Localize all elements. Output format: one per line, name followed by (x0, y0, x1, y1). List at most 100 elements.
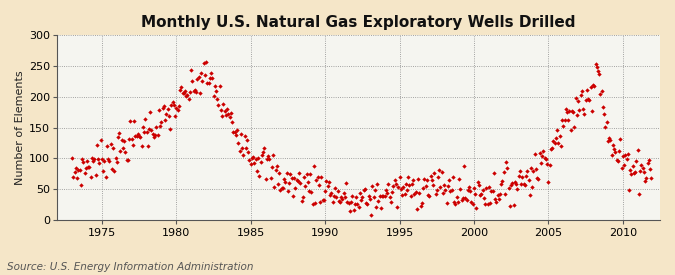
Point (311, 177, 322, 182)
Point (135, 134, 146, 139)
Point (564, 109, 575, 113)
Point (159, 104, 169, 108)
Point (504, 185, 514, 190)
Point (554, 133, 565, 138)
Point (572, 113, 583, 117)
Point (573, 99, 584, 103)
Point (280, 180, 291, 184)
Point (347, 194, 358, 198)
Point (450, 202, 461, 207)
Point (123, 158, 134, 162)
Point (489, 197, 500, 201)
Point (436, 169, 447, 174)
Point (222, 107, 233, 111)
Point (603, 139, 614, 143)
Point (625, 168, 636, 172)
Point (553, 141, 564, 146)
Point (398, 185, 408, 189)
Point (609, 147, 620, 152)
Point (467, 202, 478, 207)
Point (495, 192, 506, 196)
Point (415, 204, 426, 209)
Point (267, 165, 277, 169)
Point (461, 197, 472, 202)
Point (443, 178, 454, 183)
Point (178, 91, 189, 95)
Point (524, 192, 535, 197)
Point (323, 180, 334, 185)
Point (336, 194, 347, 199)
Point (246, 156, 257, 160)
Point (203, 81, 214, 85)
Point (99, 158, 110, 163)
Point (298, 175, 309, 180)
Point (591, 65, 602, 70)
Point (84, 164, 95, 169)
Point (163, 114, 174, 118)
Point (173, 104, 184, 108)
Point (197, 79, 208, 84)
Point (114, 131, 125, 135)
Point (144, 126, 155, 131)
Point (416, 200, 427, 205)
Point (437, 191, 448, 195)
Point (344, 200, 354, 205)
Point (475, 192, 485, 197)
Point (431, 188, 442, 192)
Point (414, 191, 425, 195)
Point (283, 188, 294, 193)
Point (575, 93, 586, 97)
Point (329, 193, 340, 198)
Point (296, 199, 307, 203)
Point (474, 183, 485, 188)
Point (565, 128, 576, 132)
Point (131, 134, 142, 138)
Point (205, 76, 215, 81)
Point (77, 157, 88, 161)
Point (142, 144, 153, 148)
Point (198, 60, 209, 65)
Point (595, 92, 606, 96)
Point (187, 79, 198, 83)
Point (526, 166, 537, 170)
Point (378, 194, 389, 199)
Point (217, 114, 227, 118)
Point (180, 89, 190, 93)
Point (101, 144, 112, 148)
Point (630, 170, 641, 175)
Point (588, 83, 599, 87)
Point (200, 60, 211, 64)
Point (563, 118, 574, 123)
Point (562, 109, 572, 114)
Point (322, 184, 333, 189)
Point (451, 195, 462, 199)
Point (294, 170, 304, 175)
Point (227, 120, 238, 124)
Point (358, 188, 369, 192)
Point (308, 164, 319, 168)
Point (117, 146, 128, 151)
Point (252, 169, 263, 174)
Point (409, 192, 420, 196)
Point (221, 113, 232, 117)
Point (421, 178, 432, 183)
Point (377, 194, 387, 198)
Title: Monthly U.S. Natural Gas Exploratory Wells Drilled: Monthly U.S. Natural Gas Exploratory Wel… (141, 15, 576, 30)
Point (107, 166, 117, 171)
Point (458, 164, 469, 168)
Point (382, 191, 393, 195)
Point (82, 159, 92, 163)
Point (550, 136, 561, 141)
Point (310, 201, 321, 205)
Point (95, 138, 106, 142)
Point (462, 188, 473, 192)
Point (445, 188, 456, 193)
Point (264, 157, 275, 161)
Point (404, 183, 415, 187)
Point (387, 190, 398, 194)
Point (98, 169, 109, 173)
Point (481, 186, 492, 190)
Point (643, 158, 654, 162)
Point (316, 175, 327, 180)
Point (373, 199, 384, 203)
